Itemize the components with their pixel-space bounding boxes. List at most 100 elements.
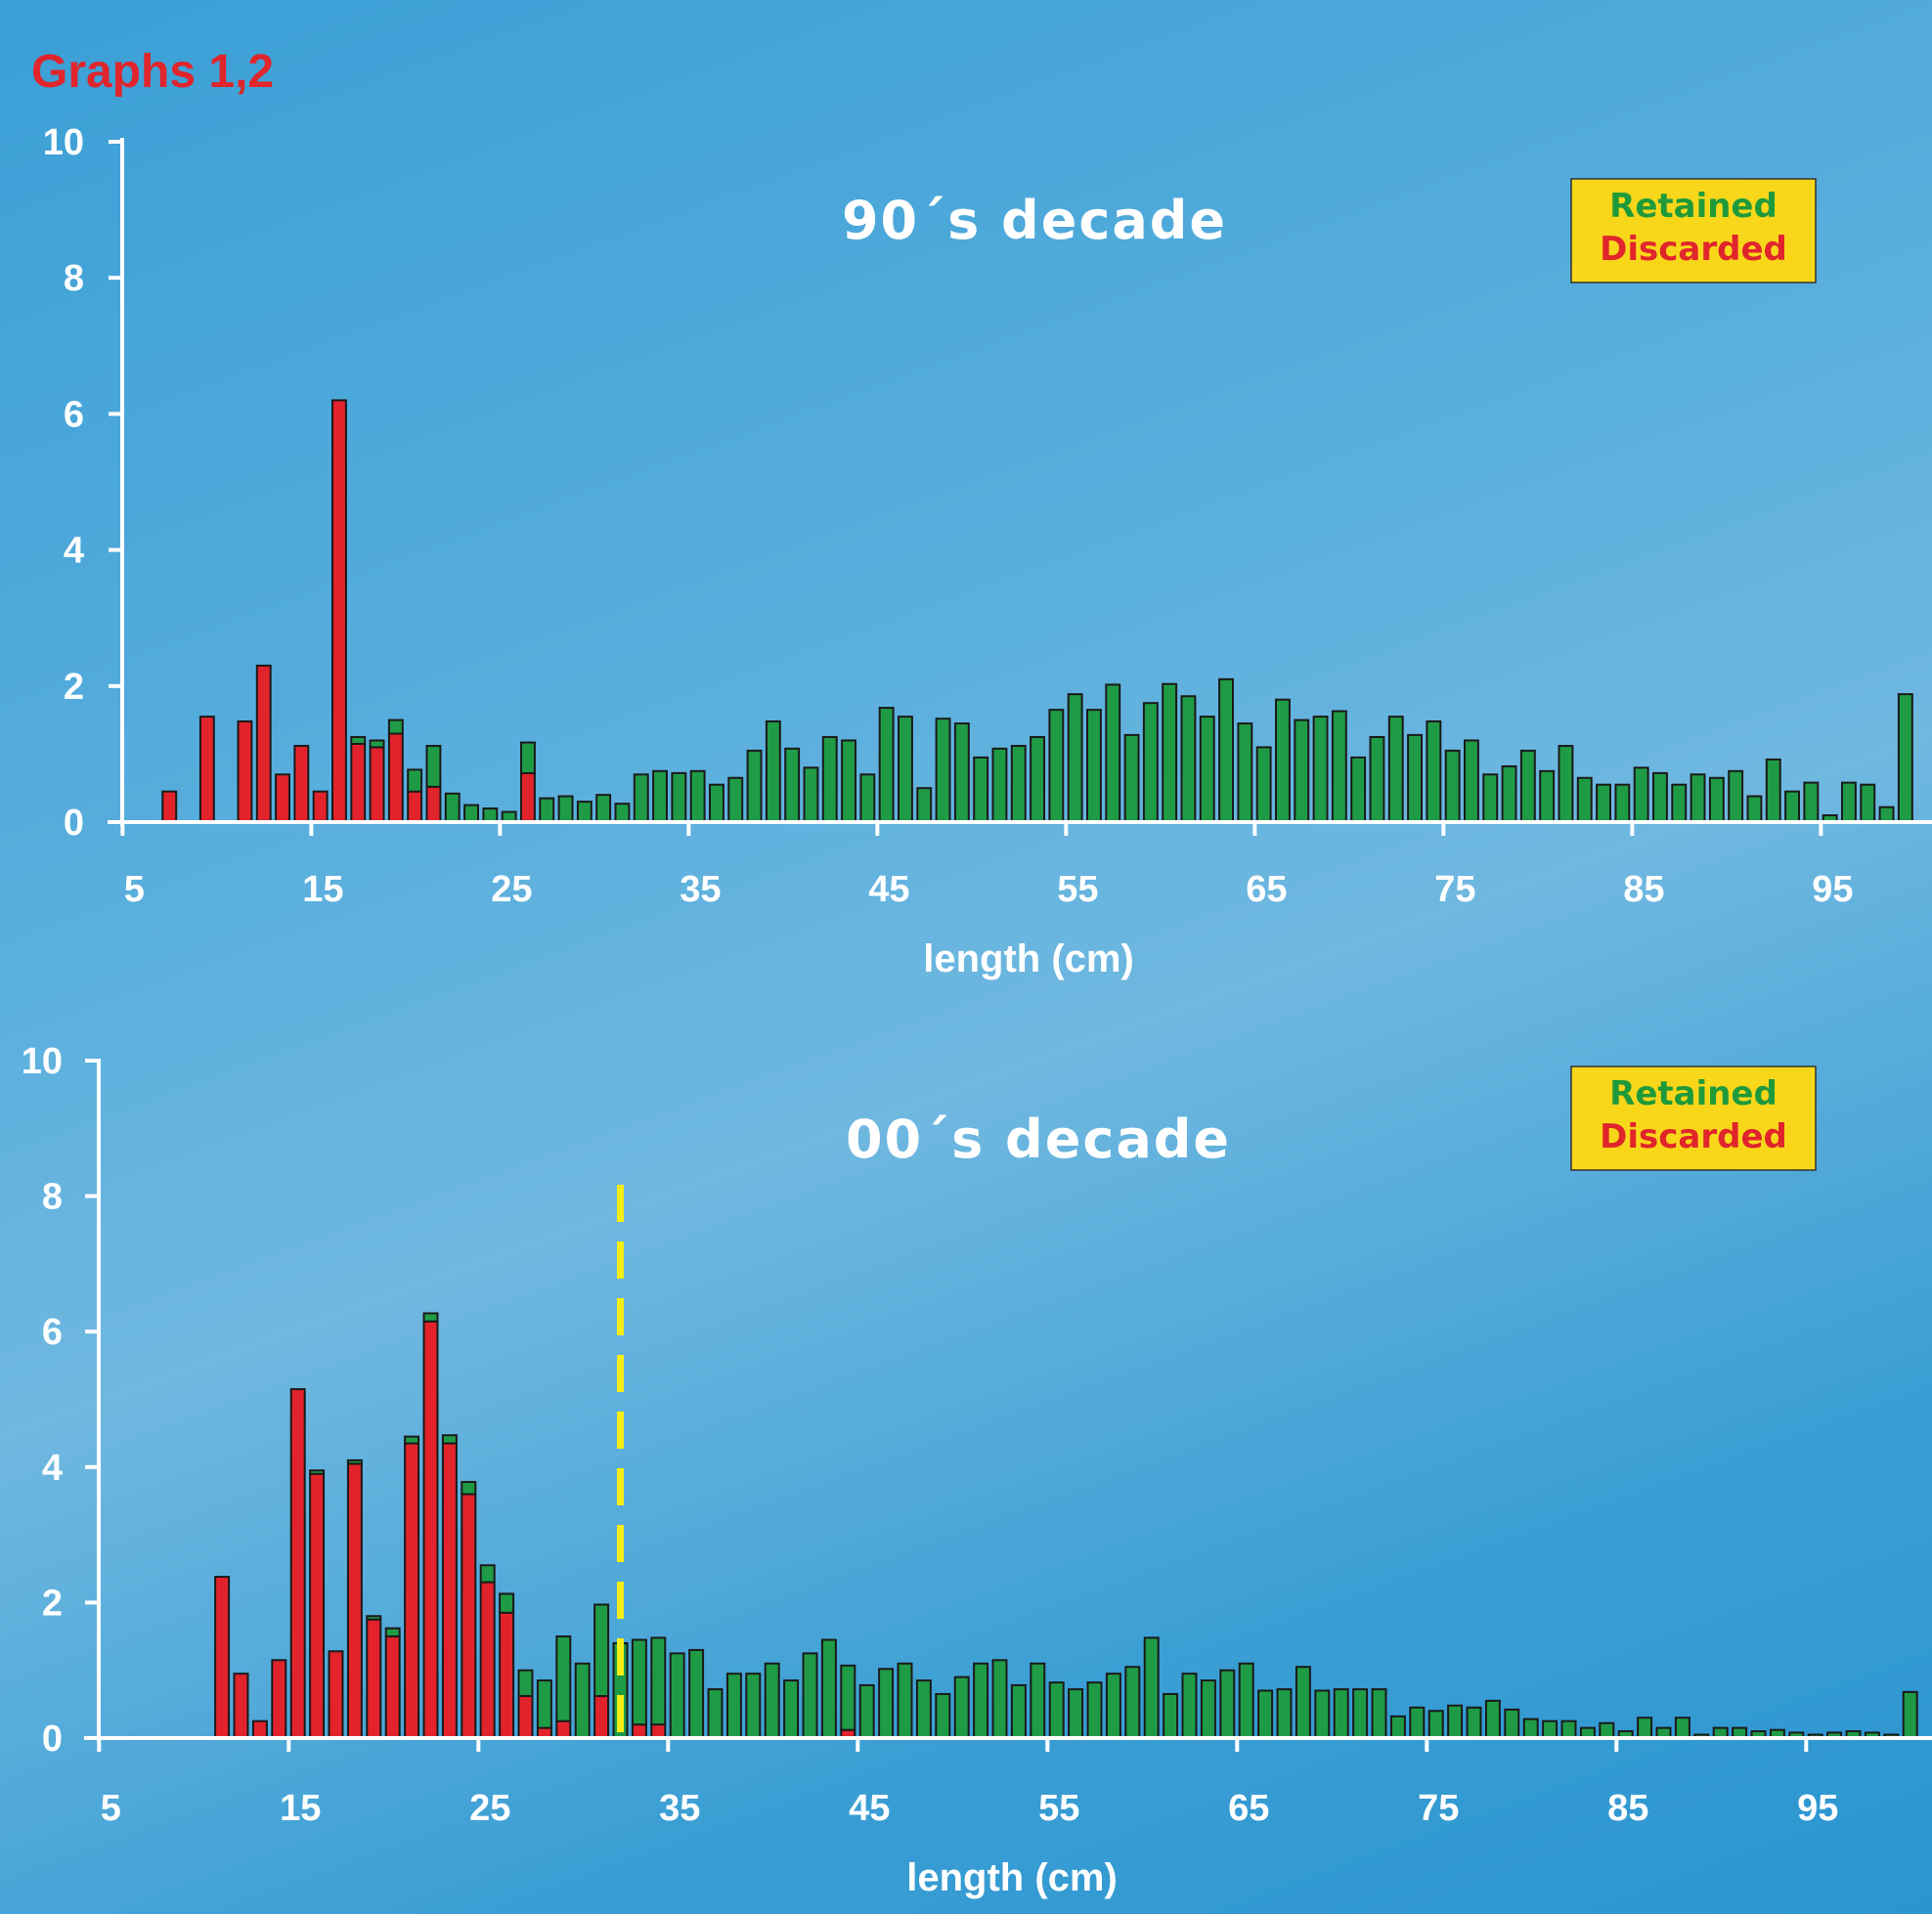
legend-retained-00s: Retained bbox=[1609, 1074, 1778, 1113]
bar-retained-90s-93 bbox=[1765, 758, 1781, 824]
legend-box-90s bbox=[1570, 178, 1817, 283]
bar-discarded-00s-13 bbox=[233, 1673, 249, 1740]
bar-retained-90s-76 bbox=[1444, 749, 1461, 823]
y-tick-label-00s-4: 4 bbox=[42, 1448, 63, 1489]
y-tick-label-90s-6: 6 bbox=[64, 394, 84, 435]
bar-retained-90s-39 bbox=[746, 749, 763, 823]
bar-retained-90s-84 bbox=[1596, 783, 1611, 823]
bar-retained-90s-52 bbox=[991, 747, 1008, 823]
bar-retained-90s-59 bbox=[1123, 733, 1140, 823]
bar-retained-00s-39 bbox=[725, 1673, 742, 1740]
bar-retained-90s-60 bbox=[1142, 702, 1159, 824]
bar-retained-00s-89 bbox=[1674, 1717, 1690, 1739]
bar-retained-00s-55 bbox=[1030, 1662, 1046, 1740]
bar-discarded-90s-21 bbox=[407, 790, 423, 823]
bar-retained-00s-61 bbox=[1143, 1636, 1160, 1740]
bar-retained-00s-58 bbox=[1086, 1681, 1103, 1739]
bar-retained-00s-101 bbox=[1902, 1690, 1918, 1739]
bar-discarded-00s-18 bbox=[328, 1650, 344, 1740]
bar-discarded-90s-20 bbox=[387, 732, 404, 824]
bar-retained-00s-56 bbox=[1048, 1681, 1065, 1739]
bar-retained-90s-56 bbox=[1067, 693, 1083, 823]
bar-discarded-00s-27 bbox=[499, 1611, 515, 1740]
bar-retained-90s-19 bbox=[369, 739, 385, 749]
bar-retained-90s-24 bbox=[463, 804, 479, 823]
bar-retained-00s-57 bbox=[1068, 1688, 1084, 1740]
bar-discarded-00s-25 bbox=[461, 1493, 477, 1740]
bar-retained-00s-24 bbox=[441, 1434, 458, 1445]
y-tick-label-90s-2: 2 bbox=[64, 667, 84, 708]
x-tick-label-90s-25: 25 bbox=[491, 869, 532, 910]
bar-retained-90s-25 bbox=[482, 807, 499, 824]
bar-retained-00s-77 bbox=[1447, 1704, 1464, 1739]
bar-retained-90s-79 bbox=[1501, 764, 1517, 823]
bar-retained-00s-17 bbox=[309, 1469, 326, 1475]
bar-retained-90s-54 bbox=[1030, 736, 1045, 823]
bar-retained-90s-23 bbox=[444, 792, 461, 824]
bar-retained-00s-37 bbox=[688, 1648, 705, 1740]
bar-retained-00s-22 bbox=[404, 1435, 420, 1445]
x-tick-label-90s-95: 95 bbox=[1812, 869, 1853, 910]
bar-discarded-90s-14 bbox=[275, 773, 290, 824]
bar-discarded-00s-34 bbox=[631, 1723, 647, 1740]
bar-retained-00s-21 bbox=[384, 1627, 401, 1638]
bar-retained-90s-99 bbox=[1878, 805, 1895, 823]
bar-retained-00s-71 bbox=[1333, 1688, 1349, 1740]
bar-retained-00s-28 bbox=[517, 1669, 534, 1698]
bar-retained-00s-81 bbox=[1522, 1718, 1539, 1739]
bar-retained-90s-70 bbox=[1331, 710, 1347, 823]
bar-retained-00s-51 bbox=[953, 1675, 970, 1740]
bar-retained-00s-27 bbox=[499, 1592, 515, 1614]
bar-discarded-00s-22 bbox=[404, 1442, 420, 1740]
x-tick-label-90s-45: 45 bbox=[868, 869, 909, 910]
y-tick-label-00s-2: 2 bbox=[42, 1583, 63, 1624]
bar-discarded-00s-28 bbox=[517, 1695, 534, 1740]
bar-retained-90s-62 bbox=[1180, 695, 1197, 823]
bar-retained-90s-20 bbox=[387, 718, 404, 735]
bar-retained-90s-51 bbox=[973, 756, 989, 824]
bar-retained-00s-72 bbox=[1352, 1688, 1369, 1740]
bar-discarded-00s-16 bbox=[289, 1388, 306, 1739]
bar-retained-00s-44 bbox=[820, 1638, 837, 1740]
y-tick-label-90s-4: 4 bbox=[64, 531, 84, 572]
bar-retained-90s-37 bbox=[709, 783, 724, 823]
bar-retained-90s-94 bbox=[1784, 790, 1800, 823]
page-title: Graphs 1,2 bbox=[31, 46, 275, 98]
x-tick-label-90s-35: 35 bbox=[680, 869, 721, 910]
bar-retained-90s-67 bbox=[1275, 698, 1291, 823]
bar-discarded-90s-12 bbox=[237, 719, 253, 824]
bar-retained-00s-52 bbox=[973, 1662, 989, 1740]
y-tick-label-00s-0: 0 bbox=[42, 1718, 63, 1760]
bar-retained-00s-48 bbox=[897, 1662, 913, 1740]
x-tick-label-90s-75: 75 bbox=[1434, 869, 1475, 910]
bar-retained-90s-97 bbox=[1841, 781, 1857, 824]
bar-retained-00s-73 bbox=[1371, 1688, 1387, 1740]
bar-retained-90s-73 bbox=[1387, 716, 1404, 823]
bar-retained-90s-78 bbox=[1482, 773, 1499, 824]
bar-discarded-00s-20 bbox=[366, 1618, 382, 1739]
x-tick-label-00s-15: 15 bbox=[280, 1788, 321, 1829]
bar-discarded-00s-21 bbox=[384, 1635, 401, 1740]
bar-retained-90s-92 bbox=[1746, 795, 1763, 824]
bar-retained-00s-34 bbox=[631, 1638, 647, 1726]
bars-00s bbox=[214, 1312, 1918, 1740]
bar-retained-90s-38 bbox=[727, 776, 744, 824]
bar-retained-90s-36 bbox=[689, 769, 706, 823]
bar-retained-90s-72 bbox=[1369, 736, 1385, 823]
bar-retained-90s-32 bbox=[614, 803, 631, 824]
bar-discarded-90s-16 bbox=[312, 790, 329, 823]
bar-discarded-00s-30 bbox=[555, 1719, 572, 1740]
legend-discarded-00s: Discarded bbox=[1600, 1117, 1787, 1156]
bar-retained-90s-55 bbox=[1048, 709, 1065, 823]
bar-retained-00s-68 bbox=[1276, 1688, 1293, 1740]
y-tick-label-00s-8: 8 bbox=[42, 1177, 63, 1218]
y-tick-label-90s-0: 0 bbox=[64, 803, 84, 844]
bar-discarded-90s-27 bbox=[520, 771, 536, 823]
x-axis-title-90s: length (cm) bbox=[923, 937, 1134, 980]
bar-discarded-00s-19 bbox=[346, 1462, 363, 1739]
bar-retained-00s-70 bbox=[1314, 1689, 1331, 1739]
bar-retained-90s-95 bbox=[1803, 781, 1820, 824]
bar-retained-90s-57 bbox=[1086, 709, 1102, 823]
